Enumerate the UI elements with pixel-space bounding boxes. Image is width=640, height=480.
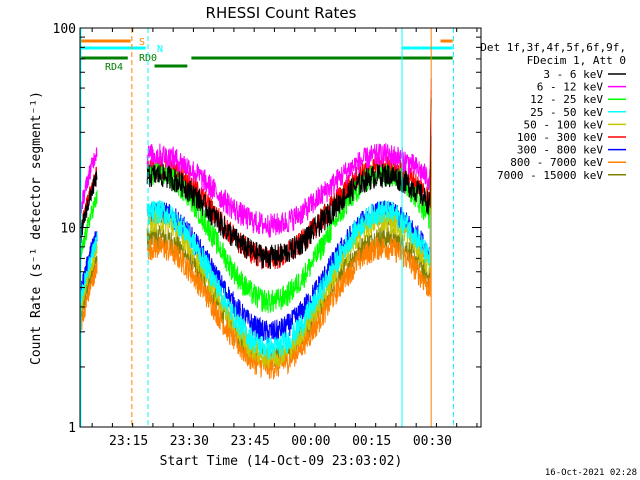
legend-header-line-1: Det 1f,3f,4f,5f,6f,9f, — [480, 41, 626, 54]
x-tick-label: 00:00 — [291, 434, 330, 449]
legend-entry-label: 3 - 6 keV — [543, 68, 603, 81]
legend-entry-label: 12 - 25 keV — [530, 93, 603, 106]
y-tick-label: 10 — [60, 222, 76, 237]
legend: Det 1f,3f,4f,5f,6f,9f, FDecim 1, Att 0 3… — [480, 41, 626, 182]
series-3-6-kev — [80, 98, 432, 269]
x-tick-label: 23:30 — [170, 434, 209, 449]
legend-entry-label: 100 - 300 keV — [517, 131, 603, 144]
legend-entry-label: 800 - 7000 keV — [510, 156, 603, 169]
legend-entry-label: 300 - 800 keV — [517, 144, 603, 157]
series-800-7000-kev — [80, 170, 432, 380]
y-tick-label: 1 — [68, 421, 76, 436]
legend-header-line-2: FDecim 1, Att 0 — [527, 54, 626, 67]
flag-label-rd0: RD0 — [139, 53, 157, 64]
legend-entry-label: 7000 - 15000 keV — [497, 169, 603, 182]
series-6-12-kev — [80, 78, 432, 238]
x-tick-label: 00:30 — [413, 434, 452, 449]
x-tick-label: 00:15 — [352, 434, 391, 449]
x-axis-ticks: 23:15 23:30 23:45 00:00 00:15 00:30 — [91, 28, 478, 449]
series-25-50-kev — [80, 135, 432, 360]
x-axis-label: Start Time (14-Oct-09 23:03:02) — [160, 454, 403, 469]
x-tick-label: 23:45 — [231, 434, 270, 449]
series-layer — [80, 78, 432, 380]
y-axis-label: Count Rate (s⁻¹ detector segment⁻¹) — [29, 91, 44, 365]
legend-entry-label: 25 - 50 keV — [530, 106, 603, 119]
chart-title: RHESSI Count Rates — [206, 4, 357, 22]
y-axis-ticks: 1 10 100 — [53, 22, 481, 436]
flag-label-rd4: RD4 — [105, 62, 123, 73]
x-tick-label: 23:15 — [109, 434, 148, 449]
flag-label-n: N — [157, 44, 163, 55]
vline-layer — [80, 28, 454, 427]
flag-label-s: S — [139, 37, 145, 48]
legend-entry-label: 50 - 100 keV — [524, 118, 604, 131]
legend-entry-label: 6 - 12 keV — [537, 81, 604, 94]
generation-timestamp: 16-Oct-2021 02:28 — [545, 468, 637, 478]
y-tick-label: 100 — [53, 22, 76, 37]
